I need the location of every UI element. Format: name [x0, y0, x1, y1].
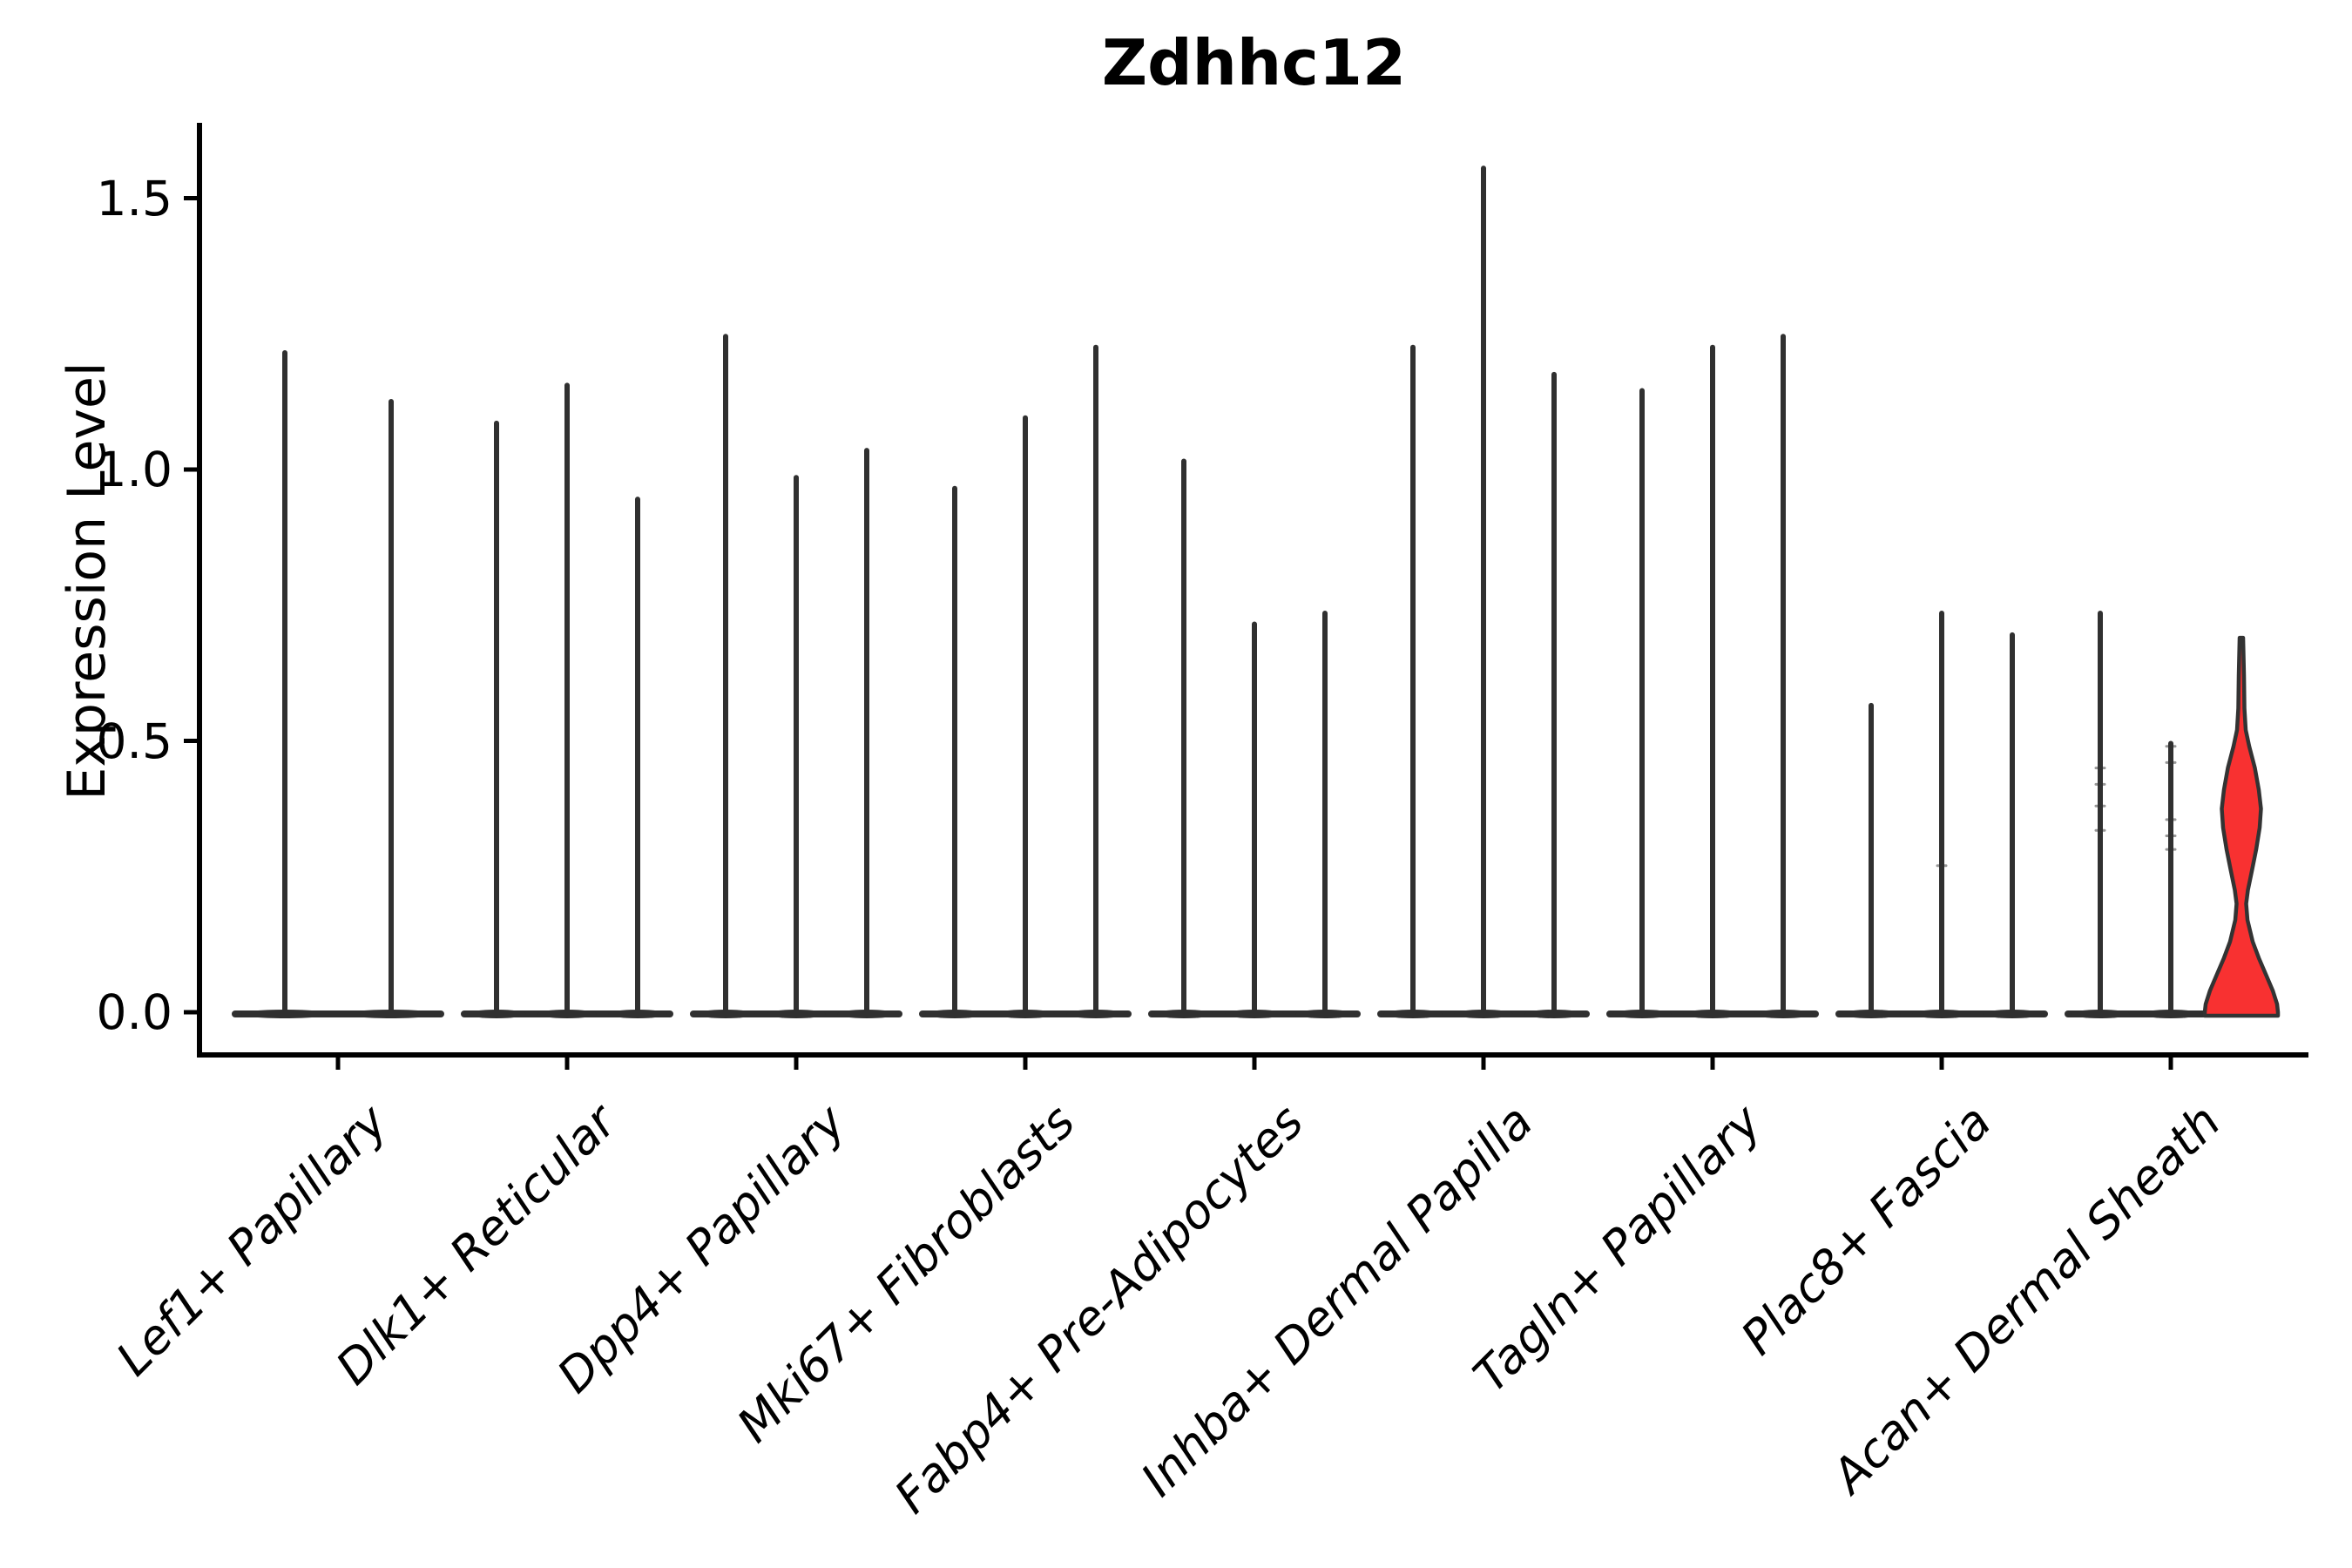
y-tick-label: 1.5	[96, 170, 172, 226]
y-tick-label: 0.5	[96, 713, 172, 769]
violin-spike	[1939, 610, 1944, 1014]
x-tick	[1023, 1058, 1028, 1070]
violin-spike	[635, 497, 640, 1014]
violin-spike	[1181, 458, 1186, 1014]
violin-spike	[1410, 344, 1416, 1015]
x-tick	[335, 1058, 341, 1070]
violin-inner-mark	[2094, 804, 2106, 808]
x-tick	[1939, 1058, 1944, 1070]
violin-spike	[1252, 621, 1257, 1014]
x-axis-spine	[197, 1052, 2308, 1058]
violin-inner-mark	[2165, 848, 2177, 851]
violin-inner-mark	[2094, 782, 2106, 786]
violin-spike	[794, 475, 799, 1014]
y-tick-label: 0.0	[96, 984, 172, 1040]
violin-spike	[1710, 344, 1715, 1015]
violin-inner-mark	[2094, 767, 2106, 770]
highlighted-violin	[2202, 635, 2281, 1018]
violin-spike	[1481, 166, 1486, 1014]
violin-spike	[2168, 740, 2173, 1014]
y-tick	[184, 1010, 197, 1015]
violin-spike	[282, 349, 287, 1014]
violin-inner-mark	[2165, 760, 2177, 764]
violin-spike	[1551, 371, 1557, 1014]
violin-spike	[1781, 334, 1786, 1014]
violin-spike	[1869, 702, 1874, 1014]
violin-spike	[1093, 344, 1098, 1015]
x-tick	[794, 1058, 799, 1070]
x-tick	[1710, 1058, 1715, 1070]
violin-spike	[952, 485, 957, 1014]
violin-inner-mark	[2165, 745, 2177, 748]
violin-spike	[494, 420, 499, 1014]
violin-spike	[1023, 415, 1028, 1014]
violin-inner-mark	[1936, 864, 1948, 868]
y-tick	[184, 196, 197, 200]
violin-inner-mark	[2165, 835, 2177, 838]
y-axis-spine	[197, 123, 202, 1058]
x-tick	[1252, 1058, 1257, 1070]
violin-spike	[723, 334, 728, 1014]
violin-spike	[564, 382, 570, 1014]
violin-inner-mark	[2165, 818, 2177, 821]
violin-spike	[389, 399, 394, 1014]
y-tick	[184, 467, 197, 472]
violin-spike	[1322, 610, 1328, 1014]
x-tick	[564, 1058, 570, 1070]
x-tick	[1481, 1058, 1486, 1070]
violin-spike	[2098, 610, 2103, 1014]
violin-spike	[2010, 632, 2015, 1014]
violin-spike	[864, 448, 869, 1014]
y-tick	[184, 739, 197, 743]
y-tick-label: 1.0	[96, 442, 172, 497]
plot-title: Zdhhc12	[1101, 26, 1407, 99]
violin-spike	[1639, 388, 1645, 1014]
violin-inner-mark	[2094, 828, 2106, 832]
x-tick	[2168, 1058, 2173, 1070]
